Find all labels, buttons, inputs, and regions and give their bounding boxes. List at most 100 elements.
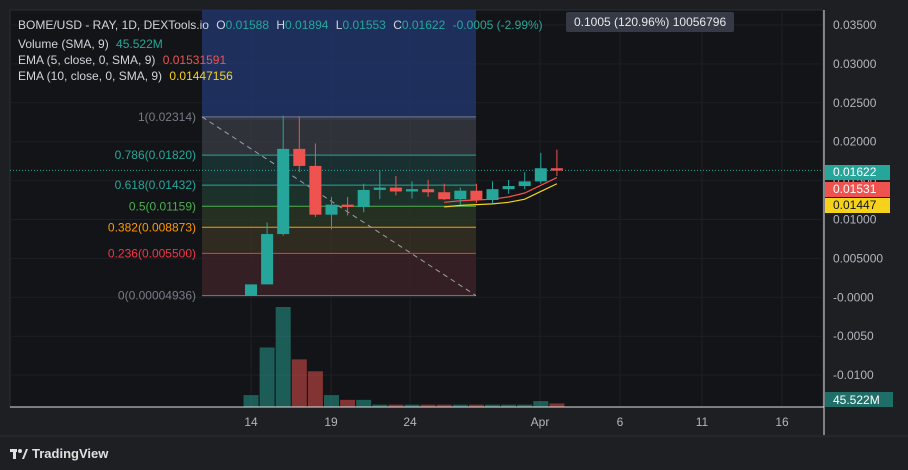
volume-bar — [388, 404, 404, 407]
ohlc-o-label: O — [216, 18, 226, 32]
volume-bar — [501, 404, 517, 407]
candle-body — [245, 284, 257, 296]
ohlc-low: 0.01553 — [342, 18, 386, 32]
fib-level-label: 0.382(0.008873) — [108, 220, 196, 234]
volume-bar — [243, 395, 259, 407]
volume-bar — [372, 404, 388, 407]
time-tick-label: 19 — [324, 415, 338, 429]
volume-bar — [517, 404, 533, 407]
volume-bar — [436, 404, 452, 407]
ohlc-h-label: H — [276, 18, 286, 32]
ema10-line — [444, 183, 558, 208]
ema5-line — [444, 176, 558, 203]
fib-zone — [202, 227, 476, 254]
candle-body — [293, 148, 306, 166]
volume-bar — [356, 399, 372, 407]
fib-zone — [202, 185, 476, 207]
volume-bar — [324, 395, 339, 407]
price-badge — [825, 198, 890, 213]
fib-zone — [202, 253, 476, 296]
price-axis-background — [824, 0, 908, 470]
ohlc-l-label: L — [335, 18, 343, 32]
candle-body — [550, 168, 563, 171]
time-tick-label: 24 — [403, 415, 417, 429]
candle-body — [373, 187, 386, 190]
price-tick-label: 0.03000 — [833, 57, 877, 71]
volume-bar — [291, 359, 307, 407]
volume-bar — [420, 404, 436, 407]
candle-body — [454, 190, 467, 200]
volume-label: Volume (SMA, 9) — [18, 37, 109, 51]
fib-zone — [202, 155, 476, 186]
candle-body — [438, 192, 451, 200]
volume-badge — [825, 392, 893, 407]
volume-bar — [340, 399, 356, 407]
candle-body — [277, 148, 290, 235]
volume-bar — [275, 307, 291, 407]
candle-body — [357, 189, 370, 207]
candle-body — [261, 234, 274, 285]
price-tick-label: 0.02500 — [833, 96, 877, 110]
candle-body — [341, 204, 354, 207]
volume-bar — [259, 347, 275, 407]
fib-zone — [202, 206, 476, 228]
fib-trend-line — [201, 116, 477, 297]
time-tick-label: 6 — [617, 415, 624, 429]
price-tick-label: -0.0000 — [833, 290, 874, 304]
fib-level-label: 0.786(0.01820) — [115, 148, 196, 162]
ohlc-close: 0.01622 — [401, 18, 446, 32]
fib-level-label: 1(0.02314) — [138, 110, 196, 124]
candle-body — [502, 186, 515, 190]
volume-bar — [485, 404, 500, 407]
price-badge — [825, 165, 890, 180]
fib-level-label: 0.618(0.01432) — [115, 178, 196, 192]
ema5-value: 0.01531591 — [162, 53, 227, 67]
time-tick-label: 14 — [244, 415, 258, 429]
volume-bar — [307, 371, 323, 407]
fib-level-label: 0(0.00004936) — [118, 289, 196, 303]
volume-value: 45.522M — [116, 37, 163, 51]
candle-body — [309, 165, 322, 215]
volume-bar — [468, 404, 484, 407]
price-tick-label: 0.01000 — [833, 213, 877, 227]
candle-body — [486, 189, 499, 200]
candle-body — [534, 168, 547, 182]
price-tick-label: 0.005000 — [833, 251, 883, 265]
fib-level-label: 0.5(0.01159) — [129, 199, 196, 213]
volume-bar — [452, 404, 468, 407]
price-tick-label: -0.0050 — [833, 329, 874, 343]
tradingview-icon — [10, 449, 28, 459]
candle-body — [518, 181, 531, 187]
legend-ema5-row[interactable]: EMA (5, close, 0, SMA, 9) 0.01531591 — [18, 53, 226, 67]
volume-bar — [404, 404, 420, 407]
ohlc-c-label: C — [393, 18, 402, 32]
tradingview-logo[interactable]: TradingView — [10, 446, 108, 461]
tradingview-text: TradingView — [32, 446, 109, 461]
legend-volume-row[interactable]: Volume (SMA, 9) 45.522M — [18, 37, 163, 51]
volume-bar — [549, 403, 565, 407]
candle-body — [406, 189, 418, 192]
price-badge-label: 0.01531 — [833, 182, 877, 196]
price-badge-label: 0.01447 — [833, 198, 877, 212]
ema10-value: 0.01447156 — [169, 69, 233, 83]
fib-zone — [202, 116, 476, 156]
ohlc-high: 0.01894 — [285, 18, 329, 32]
legend-symbol-row: BOME/USD - RAY, 1D, DEXTools.io O0.01588… — [18, 18, 543, 32]
candle-body — [422, 189, 435, 193]
ema10-label: EMA (10, close, 0, SMA, 9) — [18, 69, 163, 83]
ohlc-open: 0.01588 — [225, 18, 270, 32]
symbol-title: BOME/USD - RAY, 1D, DEXTools.io — [18, 18, 209, 32]
price-tick-label: 0.03500 — [833, 18, 877, 32]
time-tick-label: 11 — [696, 415, 709, 429]
volume-bar — [533, 401, 549, 407]
price-badge — [825, 182, 890, 197]
candle-body — [325, 204, 338, 215]
measure-tooltip: 0.1005 (120.96%) 10056796 — [566, 12, 735, 32]
legend-ema10-row[interactable]: EMA (10, close, 0, SMA, 9) 0.01447156 — [18, 69, 233, 83]
fib-level-label: 0.236(0.005500) — [108, 246, 196, 260]
price-tick-label: 0.02000 — [833, 135, 877, 149]
ohlc-change: -0.0005 (-2.99%) — [452, 18, 543, 32]
candle-body — [470, 190, 483, 200]
